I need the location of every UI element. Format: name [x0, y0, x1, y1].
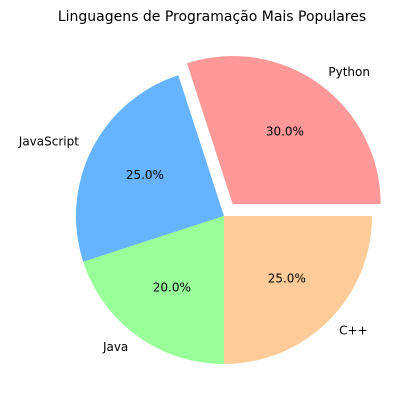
pie-slice: [186, 56, 381, 205]
slice-label: Python: [328, 65, 370, 79]
pie-slice: [83, 216, 224, 364]
value-label: 30.0%: [266, 125, 304, 139]
slice-label: JavaScript: [18, 135, 79, 149]
pie-slice: [76, 75, 224, 262]
pie-slice: [224, 216, 372, 364]
value-label: 25.0%: [126, 168, 164, 182]
chart-title: Linguagens de Programação Mais Populares: [58, 9, 366, 25]
value-label: 25.0%: [268, 271, 306, 285]
slice-label: C++: [339, 324, 368, 338]
value-label: 20.0%: [153, 280, 191, 294]
slice-label: Java: [102, 340, 128, 354]
